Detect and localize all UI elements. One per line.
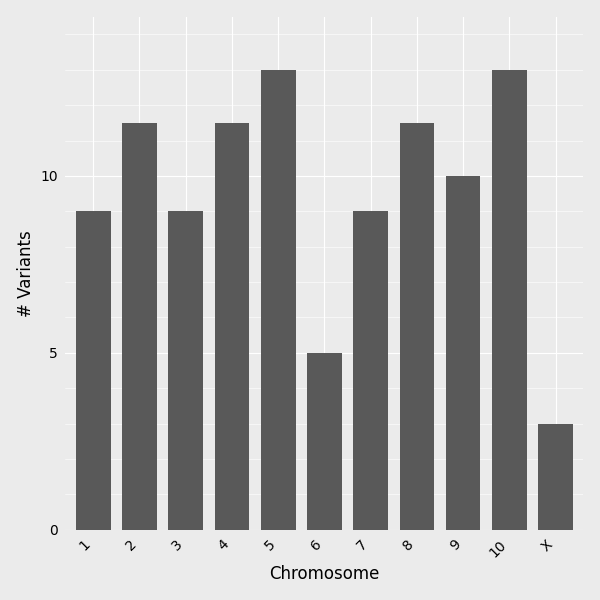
Bar <box>353 211 388 530</box>
Bar <box>307 353 342 530</box>
Bar <box>215 123 249 530</box>
Y-axis label: # Variants: # Variants <box>17 230 35 317</box>
Bar <box>76 211 110 530</box>
Bar <box>169 211 203 530</box>
Bar <box>400 123 434 530</box>
Bar <box>446 176 481 530</box>
X-axis label: Chromosome: Chromosome <box>269 565 380 583</box>
Bar <box>122 123 157 530</box>
Bar <box>492 70 527 530</box>
Bar <box>261 70 296 530</box>
Bar <box>538 424 573 530</box>
